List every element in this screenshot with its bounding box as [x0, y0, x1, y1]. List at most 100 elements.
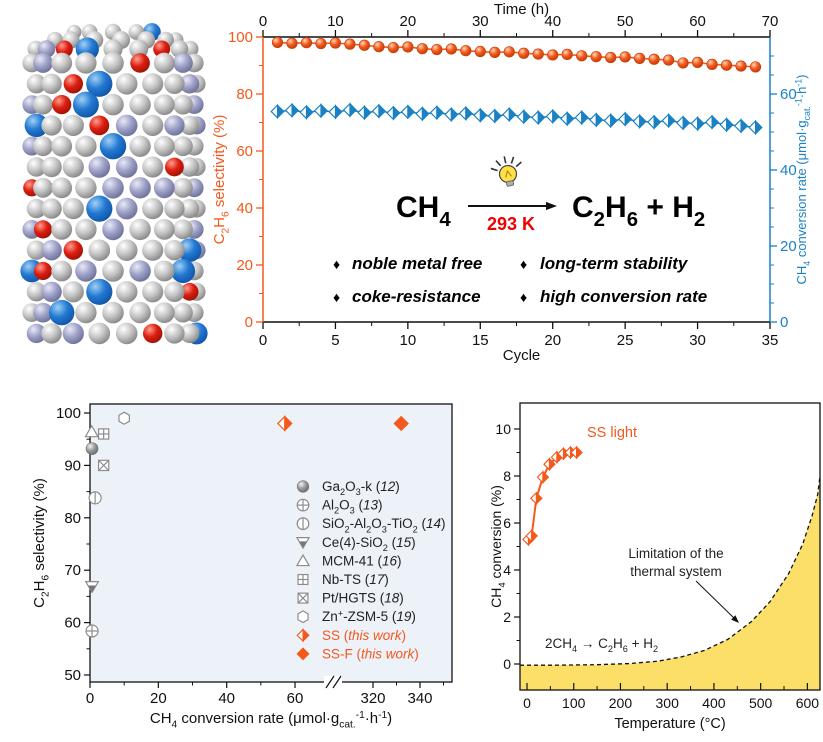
legend: Ga2O3-k (12)Al2O3 (13)SiO2-Al2O3-TiO2 (1… [295, 479, 446, 661]
y-tick-label: 4 [503, 562, 511, 578]
atom-sphere [75, 52, 97, 74]
data-point-marker [473, 107, 488, 123]
data-point-marker [118, 411, 130, 425]
data-point-marker [393, 415, 409, 432]
atom-sphere [115, 239, 138, 261]
atom-sphere [26, 282, 47, 302]
y-right-tick-label: 0 [780, 314, 788, 331]
products-formula: C2H6 + H2 [572, 191, 705, 231]
bullet-icon: ♦ [520, 256, 527, 272]
selectivity-series [271, 36, 762, 73]
x-axis-title: CH4 conversion rate (μmol·gcat.-1·h-1) [150, 710, 392, 731]
plot-area [89, 403, 453, 683]
limitation-annotation: Limitation of the [628, 546, 723, 561]
x-axis-title: Cycle [503, 347, 541, 364]
legend-item: Pt/HGTS (18) [297, 591, 404, 606]
data-point-marker [299, 104, 314, 120]
top-tick-label: 50 [617, 13, 634, 30]
y-tick-label: 80 [64, 510, 81, 527]
thermal-limit-area [519, 476, 820, 690]
atom-sphere [164, 73, 185, 95]
data-point-marker [85, 624, 99, 638]
atom-sphere [49, 299, 75, 326]
top-tick-label: 10 [327, 13, 344, 30]
x-tick-label: 25 [617, 332, 634, 349]
data-point-marker [749, 61, 762, 73]
comparison-chart: 50 60 70 80 90 100 0 20 40 60 320 340 CH4 conversion… [31, 403, 453, 731]
stability-chart: 0 5 10 15 20 25 30 350 10 20 30 40 50 60 7002040608010… [211, 1, 812, 364]
data-point-marker [458, 105, 473, 121]
atom-sphere [62, 198, 84, 220]
x-tick-label: 200 [609, 695, 633, 711]
data-point-marker [705, 114, 720, 130]
axis-break-slash [332, 675, 342, 689]
atom-sphere [33, 177, 53, 198]
y-tick-label: 6 [503, 515, 511, 531]
y-tick-label: 70 [64, 562, 81, 579]
data-point-marker [489, 46, 501, 58]
atom-sphere [173, 136, 193, 157]
bullet-icon: ♦ [333, 289, 340, 305]
y-tick-label: 60 [64, 615, 81, 632]
data-point-marker [748, 119, 763, 135]
data-point-marker [619, 51, 631, 63]
top-axis-title: Time (h) [494, 1, 549, 18]
data-point-marker [647, 114, 662, 130]
atom-sphere [52, 95, 72, 115]
legend-label: Al2O3 (13) [322, 498, 383, 516]
x-tick-label: 500 [749, 695, 773, 711]
atom-sphere [33, 302, 53, 323]
data-point-marker [543, 457, 556, 471]
atom-sphere [51, 52, 73, 74]
data-point-marker [576, 50, 588, 62]
atom-sphere [164, 198, 185, 219]
legend-label: Pt/HGTS (18) [322, 591, 404, 606]
bullet-icon: ♦ [520, 289, 527, 305]
atom-sphere [142, 114, 164, 136]
axis-break [324, 676, 342, 689]
x-tick-label: 340 [407, 690, 432, 707]
atom-sphere [75, 260, 97, 282]
data-point-marker [296, 498, 310, 512]
data-point-marker [297, 592, 309, 604]
data-point-marker [97, 428, 110, 440]
atom-sphere [142, 198, 164, 220]
data-point-marker [516, 109, 531, 125]
atom-sphere [173, 53, 193, 73]
atom-sphere [86, 70, 113, 97]
data-point-marker [487, 108, 502, 124]
data-point-marker [503, 46, 515, 58]
x-tick-label: 30 [689, 332, 706, 349]
atom-sphere [26, 74, 47, 94]
atom-sphere [51, 177, 73, 199]
data-point-marker [691, 56, 704, 68]
atom-sphere [173, 94, 193, 115]
atom-sphere [88, 156, 111, 178]
data-point-marker [677, 57, 689, 69]
atom-sphere [142, 73, 164, 95]
catalyst-points [84, 411, 409, 638]
data-point-marker [270, 103, 285, 119]
x-tick-label: 600 [796, 695, 820, 711]
data-point-marker [295, 553, 311, 567]
atom-sphere [51, 135, 73, 157]
legend-item: SS (this work) [296, 628, 406, 643]
atom-sphere [26, 240, 47, 260]
ss-light-series [522, 445, 583, 547]
y-axis-title: C2H6 selectivity (%) [31, 478, 52, 608]
atom-sphere [102, 177, 124, 199]
data-point-marker [297, 610, 309, 624]
atom-sphere [165, 157, 184, 177]
atom-sphere [41, 281, 62, 302]
y-tick-label: 10 [495, 421, 511, 437]
atom-sphere [102, 52, 124, 74]
y-axis-title: CH4 conversion (%) [490, 485, 508, 608]
top-tick-label: 20 [400, 13, 417, 30]
atom-sphere [33, 136, 53, 157]
atom-sphere [86, 278, 113, 305]
feature-text: noble metal free [352, 254, 482, 273]
atom-sphere [41, 323, 62, 344]
data-point-marker [618, 111, 633, 127]
